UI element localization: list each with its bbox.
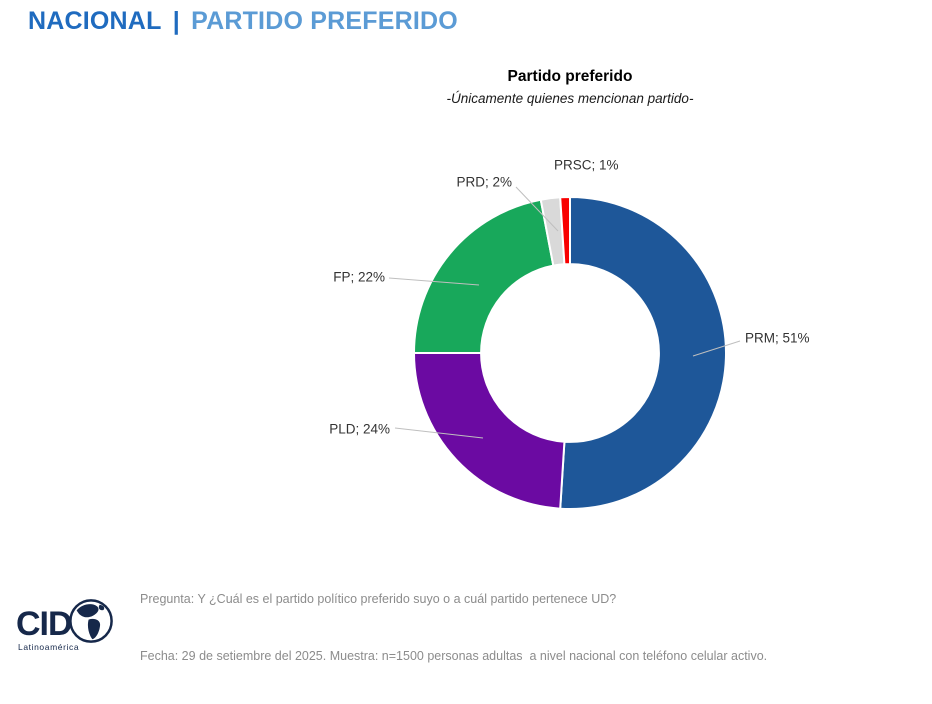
leader-line-pld [394, 427, 484, 439]
slice-label-pld: PLD; 24% [329, 422, 390, 437]
footer-methodology: Fecha: 29 de setiembre del 2025. Muestra… [140, 649, 768, 663]
header-section-label: NACIONAL [28, 7, 162, 35]
leader-line-prm [692, 340, 741, 357]
slice-label-prsc: PRSC; 1% [554, 158, 619, 173]
globe-americas-icon [68, 599, 113, 643]
donut-slice-pld [412, 352, 566, 510]
donut-slice-fp [412, 198, 555, 354]
donut-slice-prsc [559, 195, 571, 266]
slice-label-prm: PRM; 51% [745, 331, 810, 346]
footer-notes: Pregunta: Y ¿Cuál es el partido político… [140, 552, 767, 704]
chart-subtitle: -Únicamente quienes mencionan partido- [446, 91, 694, 106]
donut-chart: PRM; 51% PLD; 24% FP; 22% PRD; 2% PRSC; 1% [329, 158, 810, 510]
cid-logo: CID Latinoamérica [16, 599, 128, 652]
footer-question: Pregunta: Y ¿Cuál es el partido político… [140, 592, 617, 606]
logo-subtext: Latinoamérica [18, 642, 80, 652]
chart-title-block: Partido preferido -Únicamente quienes me… [370, 68, 770, 106]
slice-label-prd: PRD; 2% [456, 175, 512, 190]
leader-line-fp [388, 277, 480, 286]
chart-title: Partido preferido [507, 68, 633, 85]
footer: CID Latinoamérica Pregunta: Y ¿Cuál es e… [0, 592, 932, 663]
leader-line-prd [515, 186, 559, 232]
donut-slice-prm [559, 195, 728, 510]
page-title: PARTIDO PREFERIDO [191, 7, 458, 35]
header-separator: | [172, 7, 180, 35]
slide: { "header": { "section": "NACIONAL", "se… [0, 7, 932, 663]
slice-label-fp: FP; 22% [333, 270, 385, 285]
page-header: NACIONAL | PARTIDO PREFERIDO [28, 7, 458, 36]
logo-text: CID [16, 605, 73, 643]
